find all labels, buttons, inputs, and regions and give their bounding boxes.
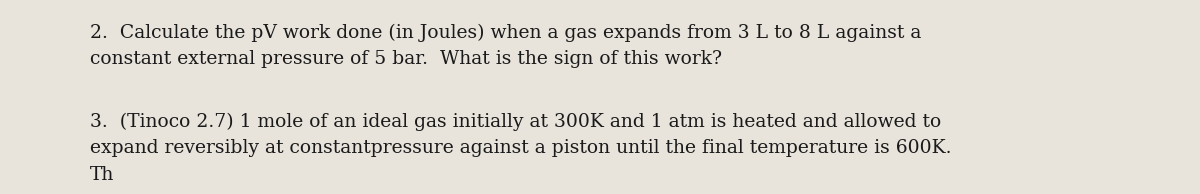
Text: 3.  (Tinoco 2.7) 1 mole of an ideal gas initially at 300K and 1 atm is heated an: 3. (Tinoco 2.7) 1 mole of an ideal gas i… bbox=[90, 113, 952, 184]
Text: 2.  Calculate the pV work done (in Joules) when a gas expands from 3 L to 8 L ag: 2. Calculate the pV work done (in Joules… bbox=[90, 23, 922, 68]
